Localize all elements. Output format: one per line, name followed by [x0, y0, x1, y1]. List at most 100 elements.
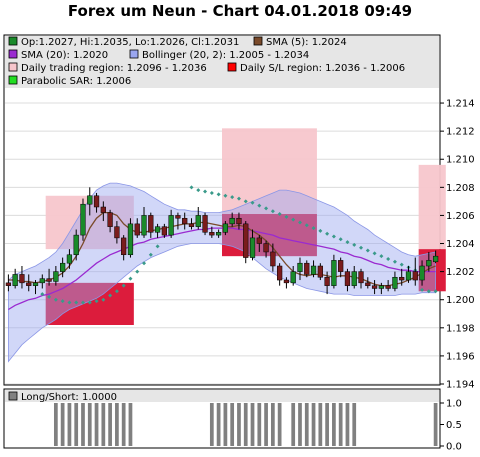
sar-point	[40, 292, 45, 297]
candle-body	[310, 265, 317, 275]
main-legend-background	[5, 36, 439, 88]
long-short-bar	[81, 403, 85, 446]
candlestick-series	[5, 187, 439, 295]
long-short-bar	[121, 403, 126, 446]
candle-body	[12, 274, 18, 286]
candle-body	[371, 285, 378, 289]
long-short-bar	[74, 403, 79, 446]
price-axis: 1.194 1.196 1.198 1.200 1.202 1.204 1.206 1.208…	[440, 99, 475, 391]
candle-body	[188, 223, 195, 227]
legend-label: SMA (5): 1.2024	[266, 37, 347, 48]
candle-body	[229, 217, 235, 225]
legend-swatch	[8, 75, 18, 85]
long-short-bar	[270, 403, 275, 446]
candle-body	[358, 271, 364, 284]
sar-point	[399, 262, 404, 267]
sar-point	[365, 248, 370, 253]
y-tick-label: 1.202	[446, 267, 475, 278]
sar-point	[250, 200, 255, 205]
candle-body	[168, 215, 174, 236]
legend-label: Bollinger (20, 2): 1.2005 - 1.2034	[142, 50, 309, 61]
candle-body	[53, 271, 59, 282]
candle-body	[80, 203, 86, 236]
long-short-bar	[209, 403, 214, 446]
long-short-bar	[311, 403, 316, 446]
y-tick-label: 0.5	[446, 420, 462, 431]
candle-body	[127, 223, 134, 256]
sar-point	[284, 214, 289, 219]
candle-body	[351, 271, 357, 286]
sar-point	[216, 192, 221, 197]
sar-point	[155, 244, 160, 249]
candle-body	[331, 260, 337, 286]
candle-body	[405, 271, 412, 281]
sar-point	[426, 289, 431, 294]
sar-point	[53, 297, 58, 302]
sar-point	[223, 193, 228, 198]
sar-point	[128, 276, 133, 281]
sar-point	[297, 220, 302, 225]
sar-point	[392, 259, 397, 264]
long-short-bars	[53, 403, 438, 446]
candle-body	[107, 212, 113, 227]
long-short-bar	[277, 403, 282, 446]
sar-point	[304, 223, 309, 228]
candle-body	[73, 234, 79, 256]
candle-body	[141, 215, 147, 236]
y-tick-label: 1.196	[446, 351, 475, 362]
sar-point	[74, 300, 79, 305]
sar-point	[148, 252, 153, 257]
candle-body	[5, 282, 12, 286]
long-short-bar	[298, 403, 302, 446]
moving-average-lines	[8, 211, 436, 311]
long-short-bar	[338, 403, 343, 446]
legend-swatch	[8, 62, 18, 72]
sar-point	[291, 217, 296, 222]
sar-point	[209, 190, 214, 195]
candle-body	[344, 271, 351, 286]
candle-body	[32, 282, 39, 286]
long-short-axis: 0.0 0.5 1.0	[440, 399, 462, 453]
long-short-bar	[94, 403, 99, 446]
candle-body	[134, 223, 140, 236]
legend-swatch	[129, 49, 139, 59]
candle-body	[161, 226, 167, 236]
long-short-bar	[87, 403, 92, 446]
sar-point	[345, 240, 350, 245]
candle-body	[209, 232, 215, 236]
long-short-bar	[223, 403, 228, 446]
sar-point	[101, 297, 106, 302]
y-tick-label: 1.214	[446, 99, 475, 110]
long-short-bar	[53, 403, 58, 446]
sar-point	[87, 300, 92, 305]
sub-legend: Long/Short: 1.0000	[8, 391, 117, 403]
y-tick-label: 1.210	[446, 155, 475, 166]
legend-label: Op:1.2027, Hi:1.2035, Lo:1.2026, Cl:1.20…	[21, 37, 239, 48]
candle-body	[87, 195, 93, 205]
long-short-bar	[352, 403, 357, 446]
candle-body	[236, 217, 242, 225]
legend-swatch	[8, 391, 18, 401]
y-tick-label: 1.0	[446, 399, 462, 410]
sar-point	[108, 293, 113, 298]
sar-point	[338, 237, 343, 242]
sar-point	[94, 299, 99, 304]
long-short-bar	[108, 403, 112, 446]
sar-point	[60, 299, 65, 304]
legend-swatch	[227, 62, 237, 72]
long-short-bar	[257, 403, 262, 446]
candle-body	[263, 243, 269, 253]
chart-title: Forex um Neun - Chart 04.01.2018 09:49	[67, 2, 413, 20]
candle-body	[114, 226, 120, 239]
candle-body	[121, 237, 127, 256]
candle-body	[60, 262, 66, 272]
long-short-bar	[250, 403, 255, 446]
sar-point	[386, 256, 391, 261]
candle-body	[270, 251, 276, 267]
sar-point	[114, 289, 119, 294]
candle-body	[426, 260, 432, 267]
y-tick-label: 1.198	[446, 323, 475, 334]
y-tick-label: 1.200	[446, 295, 475, 306]
sar-point	[243, 199, 248, 204]
candle-body	[256, 237, 262, 244]
